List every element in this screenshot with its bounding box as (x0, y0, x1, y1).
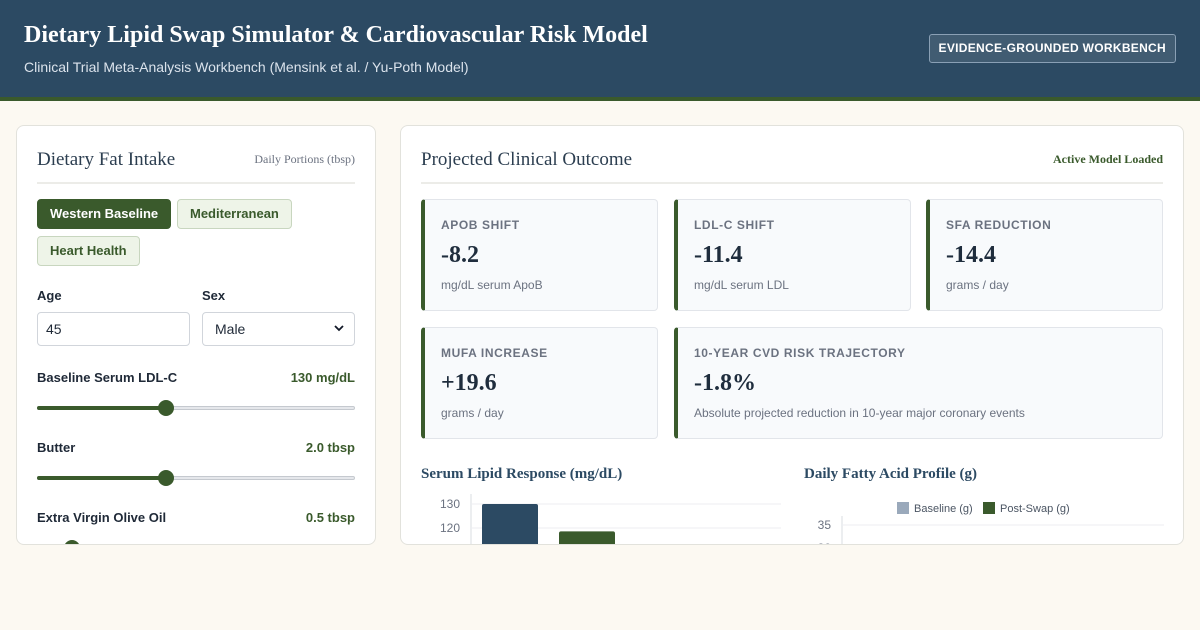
workbench-badge: EVIDENCE-GROUNDED WORKBENCH (928, 34, 1176, 63)
y-tick-label: 130 (440, 497, 460, 511)
butter-slider[interactable] (37, 470, 355, 486)
outcome-panel: Projected Clinical Outcome Active Model … (400, 125, 1184, 545)
butter-slider-thumb[interactable] (157, 470, 174, 486)
y-tick-label: 35 (818, 518, 832, 532)
cvd-risk-card: 10-YEAR CVD RISK TRAJECTORY -1.8% Absolu… (674, 327, 1163, 439)
card-value: -14.4 (946, 242, 996, 268)
ldl-slider-fill (37, 406, 166, 410)
card-label: LDL-C SHIFT (694, 218, 775, 232)
ldl-value: 130 mg/dL (290, 370, 355, 385)
mufa-increase-card: MUFA INCREASE +19.6 grams / day (421, 327, 658, 439)
ldl-shift-card: LDL-C SHIFT -11.4 mg/dL serum LDL (674, 199, 911, 311)
card-unit: mg/dL serum LDL (694, 278, 789, 292)
legend-swatch (983, 502, 995, 514)
lipid-response-chart: 130 120 (440, 494, 781, 544)
apob-shift-card: APOB SHIFT -8.2 mg/dL serum ApoB (421, 199, 658, 311)
card-unit: grams / day (441, 406, 504, 420)
ldl-label: Baseline Serum LDL-C (37, 370, 178, 385)
preset-western-baseline-button[interactable]: Western Baseline (37, 199, 172, 229)
sex-select-value: Male (215, 321, 246, 337)
age-input[interactable]: 45 (37, 312, 190, 346)
lipid-chart-title: Serum Lipid Response (mg/dL) (421, 466, 623, 482)
butter-slider-fill (37, 476, 166, 480)
card-unit: Absolute projected reduction in 10-year … (694, 406, 1025, 420)
card-label: 10-YEAR CVD RISK TRAJECTORY (694, 346, 906, 360)
preset-mediterranean-button[interactable]: Mediterranean (177, 199, 292, 229)
model-status: Active Model Loaded (1053, 152, 1163, 166)
outcome-panel-header: Projected Clinical Outcome Active Model … (421, 126, 1163, 184)
evoo-slider-thumb[interactable] (63, 540, 80, 544)
outcome-panel-title: Projected Clinical Outcome (421, 149, 633, 170)
evoo-label: Extra Virgin Olive Oil (37, 510, 167, 525)
bar (559, 531, 615, 544)
intake-panel-header: Dietary Fat Intake Daily Portions (tbsp) (37, 126, 355, 184)
ldl-slider[interactable] (37, 400, 355, 416)
page-subtitle: Clinical Trial Meta-Analysis Workbench (… (24, 59, 469, 75)
evoo-value: 0.5 tbsp (305, 510, 355, 525)
intake-panel-title: Dietary Fat Intake (37, 149, 176, 170)
preset-heart-health-button[interactable]: Heart Health (37, 236, 140, 266)
intake-panel: Dietary Fat Intake Daily Portions (tbsp)… (16, 125, 376, 545)
page-title: Dietary Lipid Swap Simulator & Cardiovas… (24, 22, 648, 48)
sex-select[interactable]: Male (202, 312, 355, 346)
card-label: APOB SHIFT (441, 218, 520, 232)
bar (482, 504, 538, 544)
butter-value: 2.0 tbsp (305, 440, 355, 455)
legend-label: Baseline (g) (914, 503, 973, 515)
y-tick-label: 30 (818, 541, 832, 545)
intake-panel-note: Daily Portions (tbsp) (254, 152, 355, 166)
app-header: Dietary Lipid Swap Simulator & Cardiovas… (0, 0, 1200, 101)
age-label: Age (37, 288, 62, 303)
card-value: -1.8% (694, 370, 756, 396)
sfa-reduction-card: SFA REDUCTION -14.4 grams / day (926, 199, 1163, 311)
y-tick-label: 120 (440, 521, 460, 535)
fatty-acid-chart-title: Daily Fatty Acid Profile (g) (804, 466, 978, 482)
evoo-slider[interactable] (37, 540, 355, 544)
card-label: MUFA INCREASE (441, 346, 548, 360)
butter-label: Butter (37, 440, 76, 455)
card-value: -8.2 (441, 242, 479, 268)
card-unit: mg/dL serum ApoB (441, 278, 543, 292)
card-value: -11.4 (694, 242, 743, 268)
sex-label: Sex (202, 288, 226, 303)
chevron-down-icon (334, 325, 344, 332)
legend-swatch (897, 502, 909, 514)
card-value: +19.6 (441, 370, 497, 396)
card-unit: grams / day (946, 278, 1009, 292)
ldl-slider-thumb[interactable] (157, 400, 174, 416)
legend-label: Post-Swap (g) (1000, 503, 1070, 515)
fatty-acid-chart: Baseline (g) Post-Swap (g) 35 30 (818, 502, 1164, 545)
card-label: SFA REDUCTION (946, 218, 1052, 232)
